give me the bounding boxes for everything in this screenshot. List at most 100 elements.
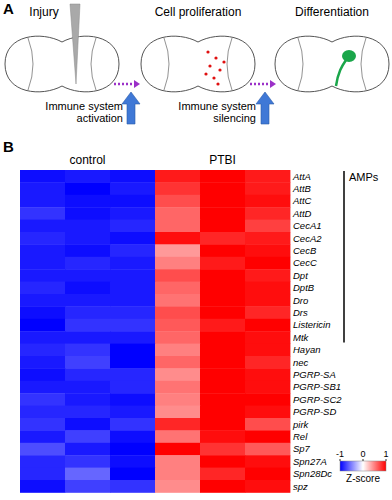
figure: AInjuryCell proliferationDifferentiation…: [0, 0, 392, 500]
heatmap-cell: [20, 331, 65, 344]
optic-lobe: [28, 38, 33, 90]
heatmap-cell: [200, 170, 245, 183]
heatmap-cell: [65, 306, 110, 319]
heatmap-cell: [110, 220, 155, 233]
heatmap-cell: [155, 443, 200, 456]
heatmap-cell: [155, 319, 200, 332]
gene-label: Dro: [293, 295, 308, 306]
heatmap-cell: [155, 381, 200, 394]
neuron-stem: [336, 60, 346, 86]
heatmap-cell: [245, 381, 290, 394]
dotted-arrow: [250, 83, 271, 86]
arrow-label: silencing: [213, 112, 256, 124]
heatmap-cell: [65, 468, 110, 481]
gene-label: Drs: [293, 307, 308, 318]
heatmap-cell: [155, 406, 200, 419]
heatmap-cell: [20, 195, 65, 208]
heatmap-cell: [155, 418, 200, 431]
gene-label: Dpt: [293, 270, 308, 281]
heatmap-cell: [110, 257, 155, 270]
heatmap-cell: [110, 195, 155, 208]
gene-label: AttD: [292, 208, 312, 219]
heatmap-cell: [245, 170, 290, 183]
heatmap-cell: [20, 269, 65, 282]
heatmap-cell: [20, 381, 65, 394]
arrow-label: Immune system: [45, 100, 123, 112]
heatmap-cell: [110, 182, 155, 195]
optic-lobe: [298, 38, 303, 90]
heatmap-cell: [65, 406, 110, 419]
step-title: Injury: [29, 5, 58, 19]
heatmap-cell: [245, 306, 290, 319]
heatmap-cell: [110, 319, 155, 332]
brain-outline: [141, 36, 255, 92]
heatmap-cell: [155, 182, 200, 195]
colorbar-tick-label: -1: [336, 449, 344, 459]
optic-lobe: [164, 38, 169, 90]
heatmap-cell: [200, 319, 245, 332]
needle: [70, 4, 80, 84]
heatmap-cell: [65, 257, 110, 270]
heatmap-cell: [155, 195, 200, 208]
heatmap-cell: [65, 207, 110, 220]
gene-label: AttB: [292, 183, 312, 194]
heatmap-cell: [200, 455, 245, 468]
heatmap-cell: [155, 331, 200, 344]
heatmap-cell: [110, 368, 155, 381]
heatmap-cell: [200, 393, 245, 406]
gene-label: Rel: [293, 431, 308, 442]
bracket: [343, 171, 345, 343]
step-title: Cell proliferation: [155, 5, 242, 19]
heatmap-cell: [65, 170, 110, 183]
heatmap-cell: [20, 406, 65, 419]
heatmap-cell: [20, 418, 65, 431]
heatmap-cell: [110, 244, 155, 257]
heatmap-cell: [200, 244, 245, 257]
heatmap-cell: [155, 294, 200, 307]
heatmap-cell: [200, 406, 245, 419]
gene-label: pirk: [292, 419, 310, 430]
heatmap-cell: [200, 306, 245, 319]
heatmap-cell: [20, 220, 65, 233]
heatmap-cell: [20, 480, 65, 493]
heatmap-cell: [200, 220, 245, 233]
cell-dot: [206, 50, 209, 53]
neuron-body: [342, 50, 356, 62]
heatmap-cell: [155, 207, 200, 220]
heatmap-cell: [20, 306, 65, 319]
heatmap-cell: [245, 356, 290, 369]
optic-lobe: [227, 38, 232, 90]
panel-label: A: [3, 0, 14, 17]
heatmap-cell: [65, 455, 110, 468]
heatmap-cell: [200, 356, 245, 369]
blue-arrow: [256, 92, 274, 124]
heatmap-cell: [155, 306, 200, 319]
heatmap-cell: [200, 282, 245, 295]
gene-label: Listericin: [293, 319, 331, 330]
heatmap-cell: [20, 232, 65, 245]
heatmap-cell: [110, 306, 155, 319]
heatmap-cell: [65, 220, 110, 233]
heatmap-cell: [245, 294, 290, 307]
heatmap-cell: [155, 344, 200, 357]
heatmap-cell: [155, 257, 200, 270]
optic-lobe: [361, 38, 366, 90]
heatmap-cell: [200, 331, 245, 344]
heatmap-cell: [200, 294, 245, 307]
gene-label: Hayan: [293, 344, 320, 355]
heatmap-cell: [245, 195, 290, 208]
heatmap-cell: [20, 430, 65, 443]
gene-label: PGRP-SC2: [293, 394, 342, 405]
heatmap-cell: [20, 455, 65, 468]
heatmap-cell: [200, 232, 245, 245]
dotted-arrow: [114, 83, 135, 86]
heatmap-cell: [65, 368, 110, 381]
colorbar-tick: [386, 459, 387, 461]
heatmap-cell: [245, 368, 290, 381]
gene-label: PGRP-SB1: [293, 381, 341, 392]
heatmap-cell: [155, 282, 200, 295]
heatmap-cell: [65, 480, 110, 493]
heatmap-cell: [110, 468, 155, 481]
gene-label: CecA1: [293, 220, 322, 231]
gene-label: CecB: [293, 245, 317, 256]
